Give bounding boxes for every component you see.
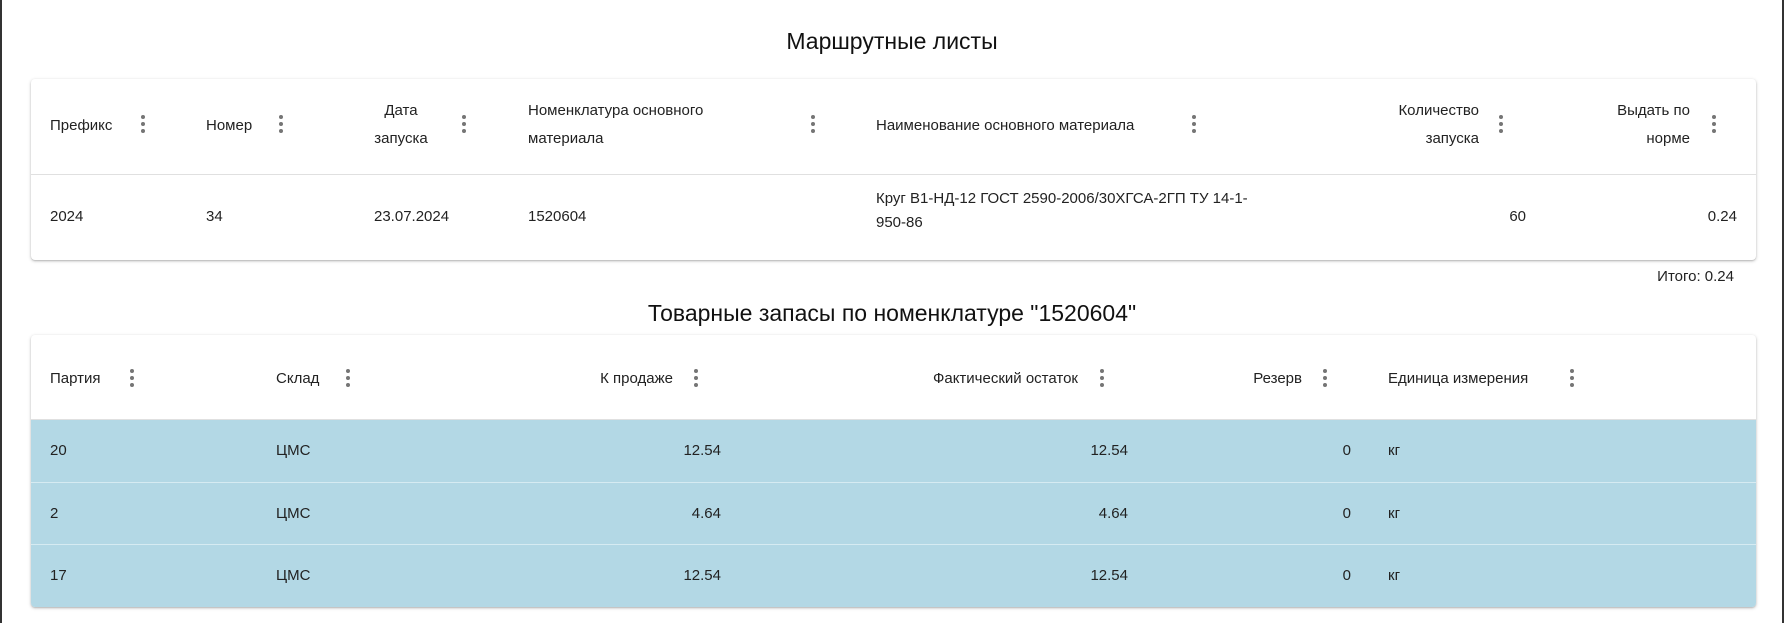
cell-batch: 17 xyxy=(50,567,67,584)
column-menu-icon[interactable] xyxy=(694,369,698,390)
col-nomenclature-line: материала xyxy=(528,130,604,147)
column-menu-icon[interactable] xyxy=(141,115,145,136)
column-menu-icon[interactable] xyxy=(462,115,466,136)
route-sheets-table: Префикс Номер Дата запуска Номенклатура … xyxy=(31,79,1756,260)
col-norm-line: норме xyxy=(1646,130,1690,147)
table-row[interactable]: 17 ЦМС 12.54 12.54 0 кг xyxy=(31,545,1756,607)
col-nomenclature[interactable]: Номенклатура основного материала xyxy=(528,97,703,153)
cell-date: 23.07.2024 xyxy=(374,208,450,225)
col-norm-line: Выдать по xyxy=(1617,102,1690,119)
cell-batch: 20 xyxy=(50,442,67,459)
cell-for-sale: 12.54 xyxy=(683,567,721,584)
stock-table: Партия Склад К продаже Фактический остат… xyxy=(31,335,1756,607)
cell-number: 34 xyxy=(206,208,223,225)
cell-warehouse: ЦМС xyxy=(276,567,311,584)
col-quantity-line: Количество xyxy=(1398,102,1479,119)
cell-unit: кг xyxy=(1388,505,1401,522)
column-menu-icon[interactable] xyxy=(1323,369,1327,390)
cell-reserve: 0 xyxy=(1342,567,1351,584)
column-menu-icon[interactable] xyxy=(811,115,815,136)
cell-warehouse: ЦМС xyxy=(276,505,311,522)
material-name-line: Круг В1-НД-12 ГОСТ 2590-2006/30ХГСА-2ГП … xyxy=(876,190,1248,207)
cell-unit: кг xyxy=(1388,567,1401,584)
column-menu-icon[interactable] xyxy=(279,115,283,136)
cell-batch: 2 xyxy=(50,505,59,522)
cell-actual: 12.54 xyxy=(1090,442,1128,459)
col-batch[interactable]: Партия xyxy=(50,370,101,387)
total-label: Итого: 0.24 xyxy=(1657,268,1734,285)
cell-material-name: Круг В1-НД-12 ГОСТ 2590-2006/30ХГСА-2ГП … xyxy=(876,187,1248,235)
table-row[interactable]: 2 ЦМС 4.64 4.64 0 кг xyxy=(31,483,1756,545)
col-quantity[interactable]: Количество запуска xyxy=(1398,97,1479,153)
col-number[interactable]: Номер xyxy=(206,117,253,134)
cell-prefix: 2024 xyxy=(50,208,84,225)
cell-for-sale: 4.64 xyxy=(691,505,721,522)
col-date[interactable]: Дата запуска xyxy=(361,97,441,153)
col-for-sale[interactable]: К продаже xyxy=(600,370,673,387)
cell-actual: 12.54 xyxy=(1090,567,1128,584)
col-actual[interactable]: Фактический остаток xyxy=(932,370,1078,387)
col-date-line: запуска xyxy=(374,130,428,147)
cell-actual: 4.64 xyxy=(1098,505,1128,522)
cell-norm: 0.24 xyxy=(1707,208,1737,225)
column-menu-icon[interactable] xyxy=(1192,115,1196,136)
table-row[interactable]: 2024 34 23.07.2024 1520604 Круг В1-НД-12… xyxy=(31,175,1756,260)
col-norm[interactable]: Выдать по норме xyxy=(1617,97,1690,153)
col-warehouse[interactable]: Склад xyxy=(276,370,320,387)
column-menu-icon[interactable] xyxy=(1499,115,1503,136)
cell-reserve: 0 xyxy=(1342,505,1351,522)
table-header: Партия Склад К продаже Фактический остат… xyxy=(31,335,1756,420)
cell-warehouse: ЦМС xyxy=(276,442,311,459)
col-prefix[interactable]: Префикс xyxy=(50,117,113,134)
column-menu-icon[interactable] xyxy=(130,369,134,390)
table-header: Префикс Номер Дата запуска Номенклатура … xyxy=(31,79,1756,175)
cell-unit: кг xyxy=(1388,442,1401,459)
material-name-line: 950-86 xyxy=(876,214,923,231)
col-date-line: Дата xyxy=(384,102,418,119)
column-menu-icon[interactable] xyxy=(346,369,350,390)
cell-nomenclature: 1520604 xyxy=(528,208,587,225)
cell-reserve: 0 xyxy=(1342,442,1351,459)
cell-quantity: 60 xyxy=(1509,208,1526,225)
cell-for-sale: 12.54 xyxy=(683,442,721,459)
column-menu-icon[interactable] xyxy=(1100,369,1104,390)
column-menu-icon[interactable] xyxy=(1570,369,1574,390)
col-unit[interactable]: Единица измерения xyxy=(1388,370,1529,387)
column-menu-icon[interactable] xyxy=(1712,115,1716,136)
col-material-name[interactable]: Наименование основного материала xyxy=(876,117,1135,134)
col-reserve[interactable]: Резерв xyxy=(1253,370,1302,387)
col-quantity-line: запуска xyxy=(1425,130,1479,147)
col-nomenclature-line: Номенклатура основного xyxy=(528,102,704,119)
route-sheets-title: Маршрутные листы xyxy=(786,28,998,54)
table-row[interactable]: 20 ЦМС 12.54 12.54 0 кг xyxy=(31,420,1756,483)
stock-title: Товарные запасы по номенклатуре "1520604… xyxy=(647,300,1137,326)
